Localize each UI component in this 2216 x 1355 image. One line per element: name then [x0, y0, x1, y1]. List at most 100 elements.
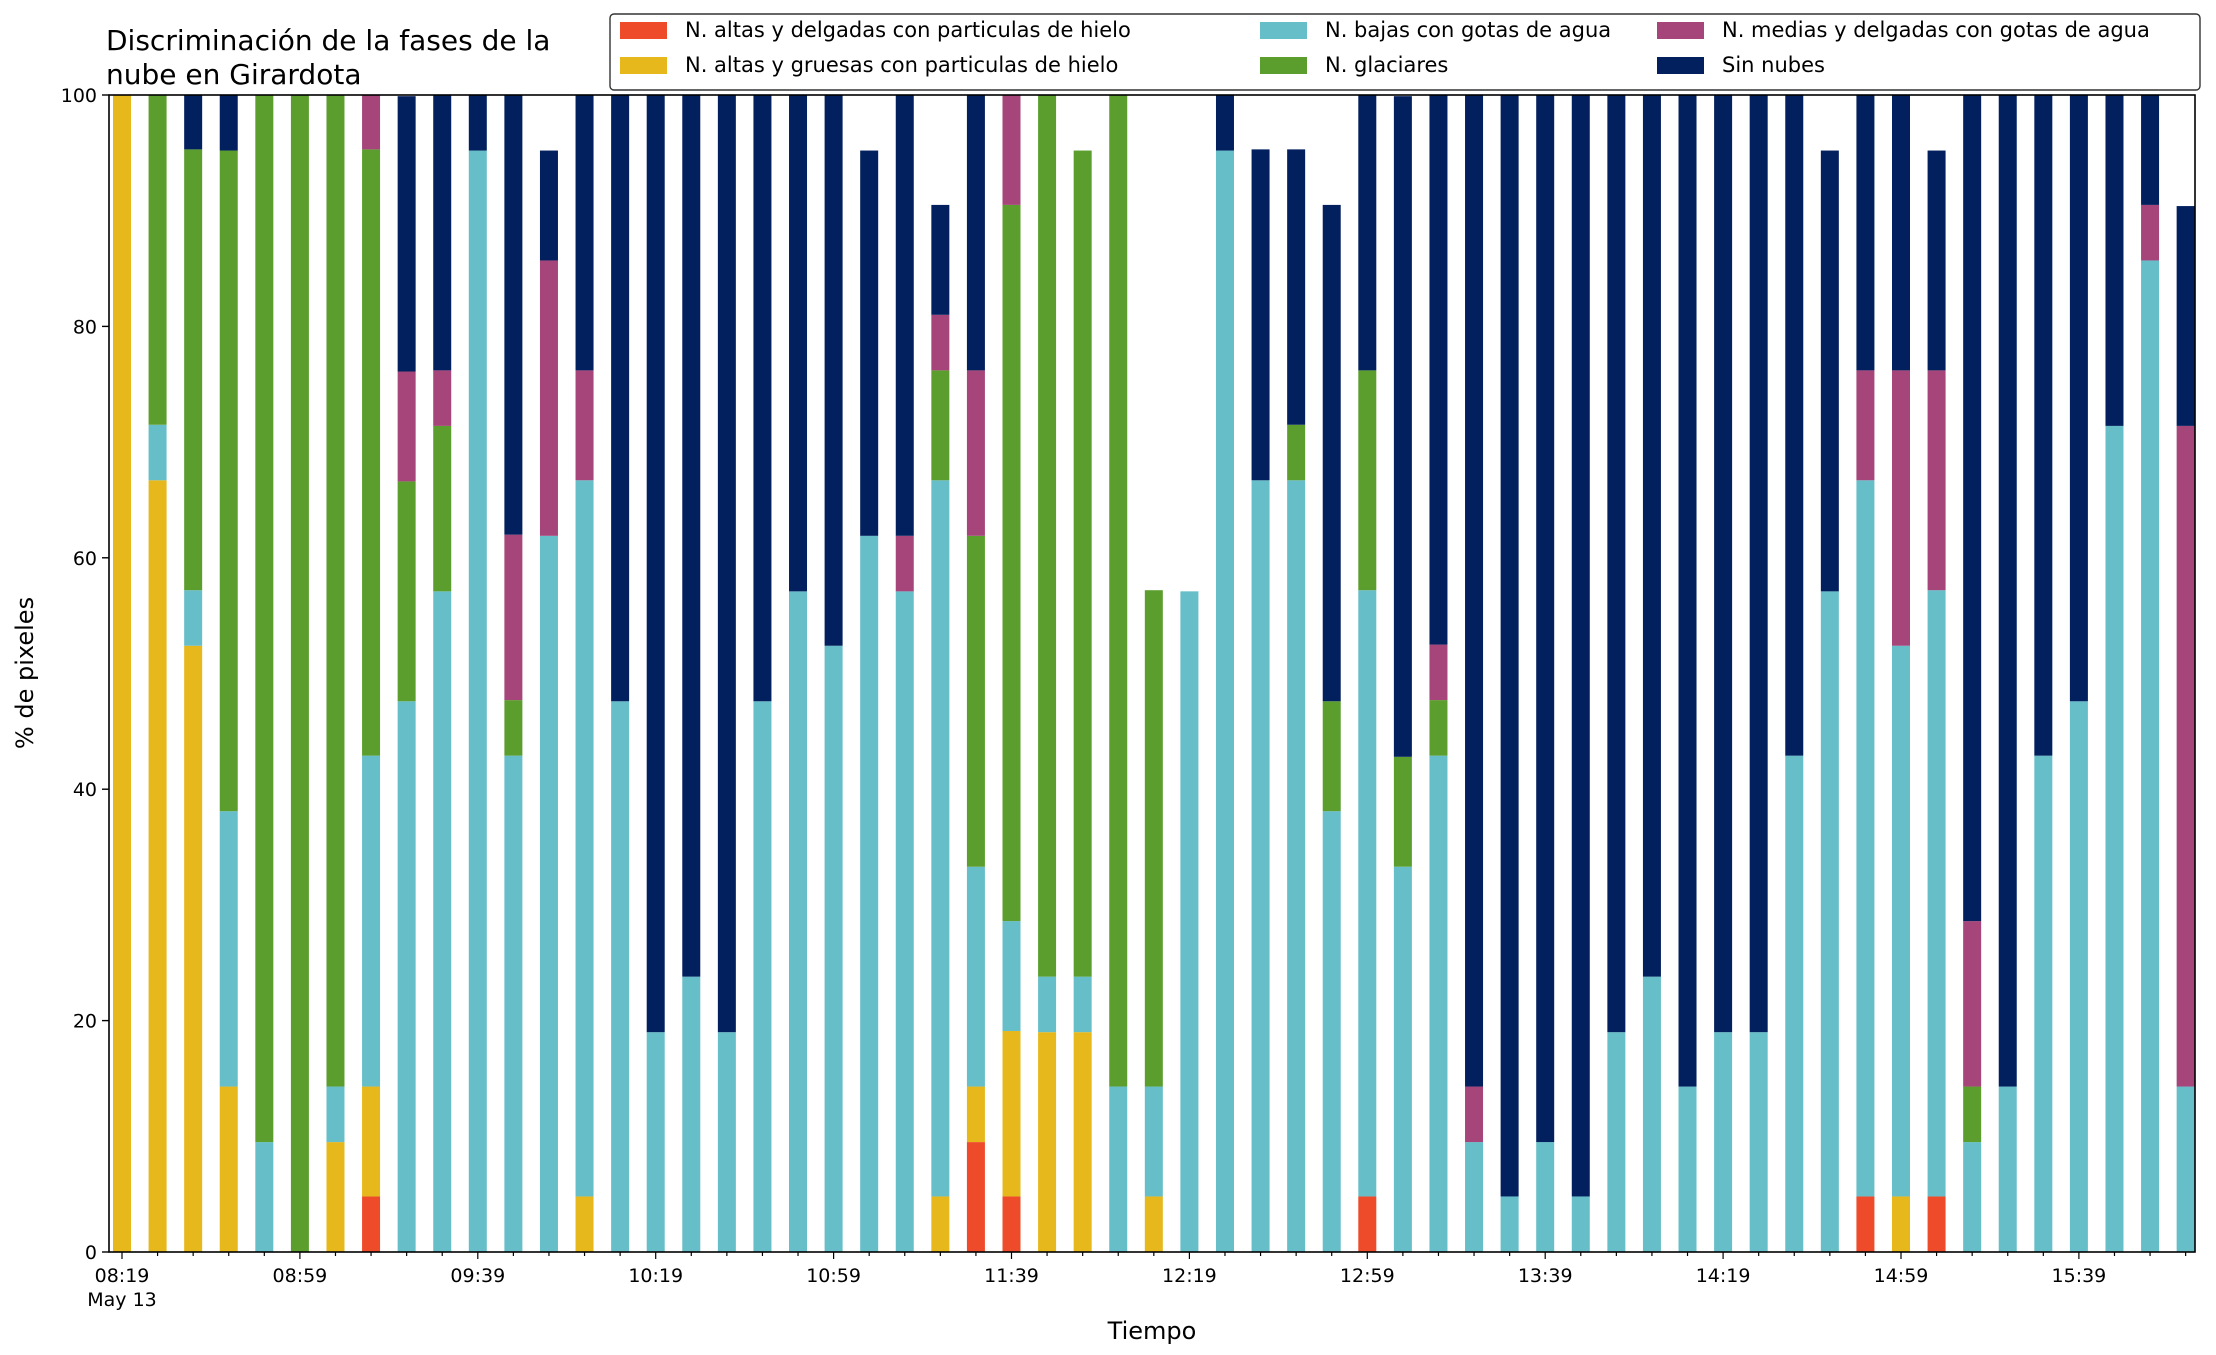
bar-segment: [2141, 95, 2160, 205]
bar-segment: [1714, 95, 1733, 1033]
bar-segment: [682, 95, 701, 977]
bar-segment: [575, 95, 594, 371]
bar-segment: [789, 591, 808, 1252]
bar-segment: [2105, 425, 2124, 1252]
bar-segment: [362, 149, 381, 756]
bar-segment: [184, 95, 203, 150]
bar-segment: [1358, 95, 1377, 371]
bar-segment: [1322, 811, 1341, 1252]
bar-segment: [2069, 701, 2088, 1252]
bar-segment: [504, 534, 523, 701]
bar-segment: [824, 645, 843, 1252]
x-tick-label: 09:39: [450, 1265, 505, 1287]
bar-segment: [397, 701, 416, 1252]
bar-segment: [2034, 755, 2053, 1252]
bar-segment: [433, 95, 452, 371]
bar-segment: [1038, 1032, 1057, 1252]
legend-item: N. bajas con gotas de agua: [1260, 18, 1611, 42]
legend: N. altas y delgadas con particulas de hi…: [609, 13, 2201, 91]
y-tick-label: 40: [73, 779, 97, 801]
y-axis: 0 20 40 60 80 100: [61, 85, 109, 1264]
bar-segment: [1287, 424, 1306, 481]
bar-segment: [2034, 95, 2053, 756]
bar-segment: [255, 95, 274, 1143]
plot-frame: [108, 94, 2196, 1253]
bar-segment: [1500, 1196, 1519, 1252]
bar-segment: [966, 1086, 985, 1143]
x-tick-label: 15:39: [2052, 1265, 2107, 1287]
bar-segment: [2176, 425, 2195, 1087]
bar-segment: [1820, 591, 1839, 1252]
bar-segment: [966, 866, 985, 1087]
legend-frame: [609, 13, 2201, 91]
bar-segment: [1109, 1086, 1128, 1252]
bar-segment: [1963, 921, 1982, 1087]
bar-segment: [1856, 480, 1875, 1197]
bar-segment: [1536, 1142, 1555, 1252]
bar-segment: [1322, 204, 1341, 702]
bar-segment: [895, 535, 914, 592]
legend-swatch: [1260, 57, 1307, 74]
bar-segment: [575, 480, 594, 1197]
bar-segment: [1749, 1032, 1768, 1252]
bar-segment: [1180, 591, 1199, 1252]
bar-segment: [1571, 1196, 1590, 1252]
bar-segment: [539, 535, 558, 1252]
legend-swatch: [1657, 22, 1704, 39]
legend-item: N. medias y delgadas con gotas de agua: [1657, 18, 2150, 42]
bar-segment: [1002, 1196, 1021, 1252]
bar-segment: [1892, 645, 1910, 1197]
bar-segment: [290, 95, 309, 1252]
bar-segment: [1358, 370, 1377, 591]
bar-segment: [1251, 480, 1270, 1252]
y-axis-label: % de pixeles: [11, 597, 39, 749]
bar-segment: [966, 1142, 985, 1252]
bar-segment: [397, 371, 416, 482]
x-tick-label: 12:59: [1340, 1265, 1395, 1287]
chart-title-line-2: nube en Girardota: [106, 58, 361, 91]
bar-segment: [895, 591, 914, 1252]
bar-segment: [539, 260, 558, 536]
bar-segment: [966, 535, 985, 867]
bar-segment: [326, 1086, 345, 1143]
legend-swatch: [620, 22, 667, 39]
bar-segment: [895, 95, 914, 536]
bar-segment: [1215, 95, 1234, 151]
bar-segment: [433, 591, 452, 1252]
y-tick-label: 20: [73, 1011, 97, 1033]
legend-item: Sin nubes: [1657, 53, 1825, 77]
bar-segment: [2176, 1086, 2195, 1252]
legend-label: N. altas y gruesas con particulas de hie…: [685, 53, 1118, 77]
legend-label: N. glaciares: [1325, 53, 1448, 77]
bar-segment: [753, 701, 772, 1252]
bar-segment: [611, 95, 630, 702]
legend-item: N. altas y gruesas con particulas de hie…: [620, 53, 1118, 77]
bar-segment: [789, 95, 808, 592]
bar-segment: [1571, 95, 1590, 1197]
bar-segment: [504, 95, 523, 535]
legend-label: N. bajas con gotas de agua: [1325, 18, 1611, 42]
bar-segment: [219, 811, 238, 1087]
bar-segment: [362, 1086, 381, 1197]
bar-segment: [1714, 1032, 1733, 1252]
bar-segment: [539, 150, 558, 261]
x-tick-label: 14:19: [1696, 1265, 1751, 1287]
bar-segment: [1892, 95, 1910, 371]
bar-segment: [646, 1032, 665, 1252]
bar-segment: [1287, 480, 1306, 1252]
chart-title: Discriminación de la fases de la nube en…: [106, 24, 550, 91]
bar-segment: [1002, 95, 1021, 205]
bar-segment: [326, 1142, 345, 1252]
x-tick-label: 10:59: [806, 1265, 861, 1287]
bar-segment: [2141, 204, 2160, 261]
x-tick-label: 08:59: [273, 1265, 328, 1287]
bar-segment: [1607, 1032, 1626, 1252]
bar-segment: [1536, 95, 1555, 1143]
bar-segment: [931, 204, 950, 315]
bar-segment: [397, 96, 416, 372]
bar-segment: [1642, 95, 1661, 977]
bar-segment: [1465, 1142, 1484, 1252]
bar-segment: [326, 95, 345, 1087]
bar-segment: [1820, 150, 1839, 592]
bar-segment: [1109, 95, 1128, 1087]
